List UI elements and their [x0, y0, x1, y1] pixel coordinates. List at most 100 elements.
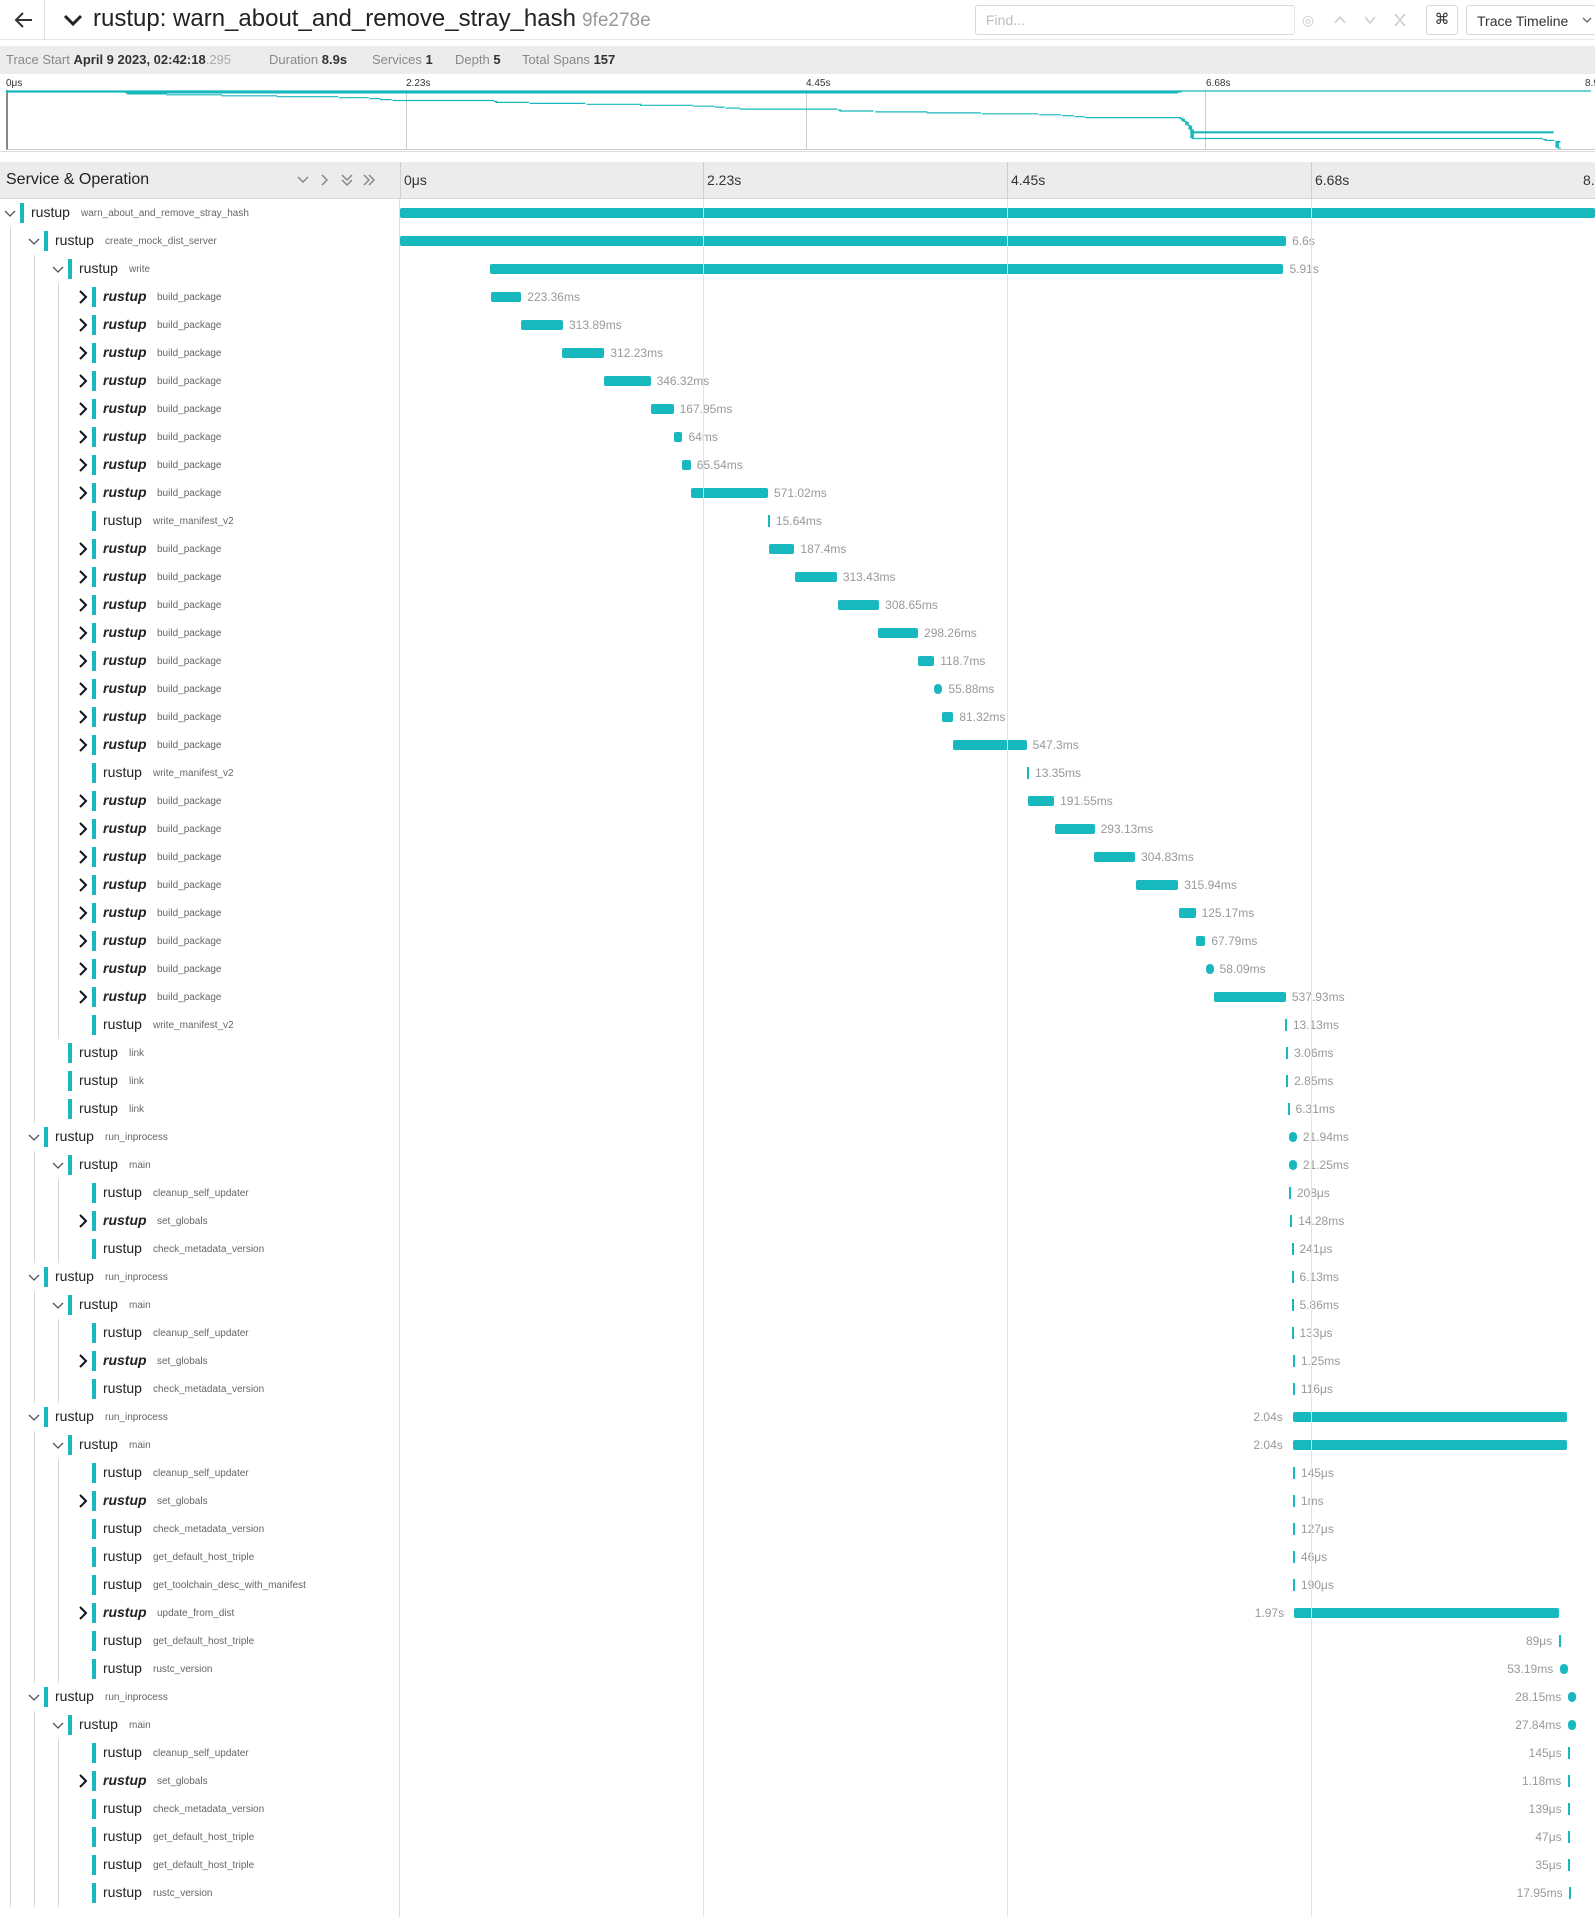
span-bar[interactable]: [1569, 1887, 1572, 1899]
span-row[interactable]: rustup build_package: [0, 703, 400, 731]
span-bar[interactable]: [1292, 1412, 1567, 1422]
span-toggle[interactable]: [50, 1157, 66, 1173]
span-toggle[interactable]: [74, 317, 90, 333]
span-bar[interactable]: [1288, 1187, 1291, 1199]
span-toggle[interactable]: [74, 653, 90, 669]
span-toggle[interactable]: [74, 625, 90, 641]
span-row[interactable]: rustup link: [0, 1067, 400, 1095]
span-bar[interactable]: [1291, 1243, 1294, 1255]
expand-one-button[interactable]: [317, 172, 333, 188]
span-row[interactable]: rustup build_package: [0, 423, 400, 451]
span-bar[interactable]: [1288, 1160, 1297, 1170]
span-toggle[interactable]: [74, 345, 90, 361]
span-toggle[interactable]: [74, 793, 90, 809]
span-bar[interactable]: [1196, 936, 1206, 946]
span-bar[interactable]: [1027, 767, 1030, 779]
span-bar[interactable]: [1292, 1579, 1295, 1591]
span-bar[interactable]: [934, 684, 943, 694]
span-bar[interactable]: [1568, 1692, 1577, 1702]
span-toggle[interactable]: [74, 541, 90, 557]
span-toggle[interactable]: [2, 205, 18, 221]
span-row[interactable]: rustup cleanup_self_updater: [0, 1319, 400, 1347]
span-row[interactable]: rustup set_globals: [0, 1487, 400, 1515]
span-row[interactable]: rustup get_default_host_triple: [0, 1543, 400, 1571]
span-row[interactable]: rustup check_metadata_version: [0, 1795, 400, 1823]
span-bar[interactable]: [604, 376, 651, 386]
span-row[interactable]: rustup get_toolchain_desc_with_manifest: [0, 1571, 400, 1599]
span-bar[interactable]: [769, 544, 795, 554]
span-toggle[interactable]: [74, 961, 90, 977]
span-bar[interactable]: [1568, 1803, 1571, 1815]
span-row[interactable]: rustup run_inprocess: [0, 1123, 400, 1151]
span-row[interactable]: rustup build_package: [0, 871, 400, 899]
span-row[interactable]: rustup cleanup_self_updater: [0, 1179, 400, 1207]
span-toggle[interactable]: [74, 597, 90, 613]
span-toggle[interactable]: [50, 1717, 66, 1733]
span-row[interactable]: rustup build_package: [0, 927, 400, 955]
span-row[interactable]: rustup set_globals: [0, 1207, 400, 1235]
span-row[interactable]: rustup build_package: [0, 451, 400, 479]
span-row[interactable]: rustup main: [0, 1711, 400, 1739]
span-bar[interactable]: [673, 432, 683, 442]
span-row[interactable]: rustup build_package: [0, 675, 400, 703]
span-toggle[interactable]: [74, 933, 90, 949]
span-row[interactable]: rustup build_package: [0, 731, 400, 759]
span-row[interactable]: rustup main: [0, 1431, 400, 1459]
span-row[interactable]: rustup rustc_version: [0, 1655, 400, 1683]
span-row[interactable]: rustup build_package: [0, 899, 400, 927]
span-row[interactable]: rustup build_package: [0, 619, 400, 647]
span-bar[interactable]: [1294, 1608, 1559, 1618]
span-toggle[interactable]: [74, 709, 90, 725]
span-row[interactable]: rustup link: [0, 1095, 400, 1123]
span-row[interactable]: rustup update_from_dist: [0, 1599, 400, 1627]
trace-minimap[interactable]: 0μs 2.23s 4.45s 6.68s 8.9s: [0, 76, 1595, 152]
span-bar[interactable]: [489, 264, 1284, 274]
span-bar[interactable]: [1568, 1747, 1571, 1759]
span-row[interactable]: rustup write_manifest_v2: [0, 1011, 400, 1039]
span-row[interactable]: rustup build_package: [0, 647, 400, 675]
span-row[interactable]: rustup check_metadata_version: [0, 1375, 400, 1403]
span-bar[interactable]: [1292, 1383, 1295, 1395]
span-toggle[interactable]: [74, 1353, 90, 1369]
span-bar[interactable]: [1292, 1495, 1295, 1507]
span-row[interactable]: rustup build_package: [0, 815, 400, 843]
span-bar[interactable]: [942, 712, 954, 722]
span-toggle[interactable]: [74, 989, 90, 1005]
span-row[interactable]: rustup write_manifest_v2: [0, 507, 400, 535]
keyboard-shortcuts-button[interactable]: ⌘: [1426, 5, 1458, 35]
span-toggle[interactable]: [74, 877, 90, 893]
span-row[interactable]: rustup build_package: [0, 983, 400, 1011]
span-bar[interactable]: [1560, 1664, 1569, 1674]
span-row[interactable]: rustup cleanup_self_updater: [0, 1739, 400, 1767]
span-row[interactable]: rustup write: [0, 255, 400, 283]
span-row[interactable]: rustup main: [0, 1291, 400, 1319]
span-row[interactable]: rustup warn_about_and_remove_stray_hash: [0, 199, 400, 227]
span-bar[interactable]: [1291, 1327, 1294, 1339]
span-bar[interactable]: [1568, 1720, 1577, 1730]
back-button[interactable]: [12, 8, 36, 32]
span-row[interactable]: rustup build_package: [0, 367, 400, 395]
span-toggle[interactable]: [50, 1297, 66, 1313]
span-row[interactable]: rustup cleanup_self_updater: [0, 1459, 400, 1487]
span-row[interactable]: rustup build_package: [0, 395, 400, 423]
span-row[interactable]: rustup write_manifest_v2: [0, 759, 400, 787]
span-bar[interactable]: [837, 600, 880, 610]
span-row[interactable]: rustup build_package: [0, 311, 400, 339]
span-bar[interactable]: [651, 404, 674, 414]
span-toggle[interactable]: [74, 569, 90, 585]
span-row[interactable]: rustup main: [0, 1151, 400, 1179]
span-row[interactable]: rustup rustc_version: [0, 1879, 400, 1907]
span-toggle[interactable]: [74, 401, 90, 417]
span-row[interactable]: rustup build_package: [0, 283, 400, 311]
span-toggle[interactable]: [74, 373, 90, 389]
span-toggle[interactable]: [74, 429, 90, 445]
span-bar[interactable]: [1286, 1047, 1289, 1059]
span-bar[interactable]: [491, 292, 522, 302]
span-bar[interactable]: [794, 572, 837, 582]
collapse-trace-toggle[interactable]: [62, 9, 84, 31]
find-input[interactable]: [984, 10, 1214, 30]
span-bar[interactable]: [681, 460, 691, 470]
span-bar[interactable]: [1291, 1271, 1294, 1283]
span-toggle[interactable]: [74, 737, 90, 753]
span-toggle[interactable]: [26, 233, 42, 249]
